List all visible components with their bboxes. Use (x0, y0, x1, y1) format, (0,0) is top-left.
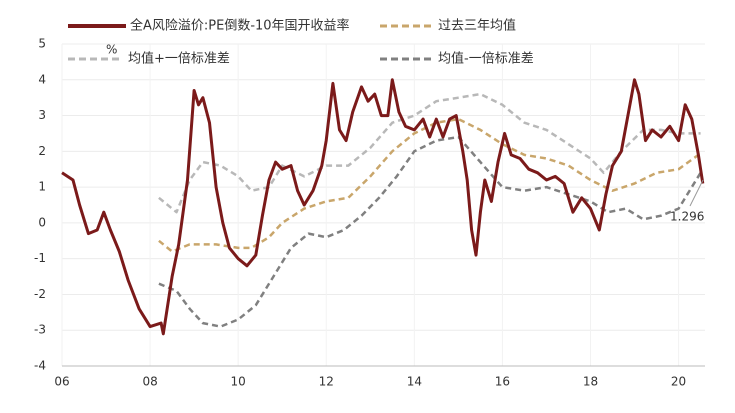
y-tick-label: -2 (34, 287, 46, 301)
legend-label: 全A风险溢价:PE倒数-10年国开收益率 (130, 18, 350, 34)
y-tick-label: 0 (38, 215, 46, 229)
legend: 全A风险溢价:PE倒数-10年国开收益率 过去三年均值 均值+一倍标准差 均值-… (68, 18, 534, 67)
y-tick-label: 5 (38, 37, 46, 51)
x-tick-label: 10 (231, 375, 246, 389)
x-tick-label: 18 (583, 375, 598, 389)
x-tick-label: 12 (319, 375, 334, 389)
legend-label: 均值-一倍标准差 (438, 51, 534, 67)
x-tick-label: 14 (407, 375, 422, 389)
y-tick-label: -1 (34, 251, 46, 265)
annotation: 1.296 (670, 210, 704, 224)
x-tick-label: 16 (495, 375, 510, 389)
annotation-leader (689, 179, 704, 207)
y-tick-label: 3 (38, 108, 46, 122)
x-tick-label: 08 (142, 375, 157, 389)
series-line (158, 92, 701, 214)
y-tick-label: 1 (38, 180, 46, 194)
y-unit: % (106, 43, 117, 57)
x-tick-label: 20 (671, 375, 686, 389)
legend-label: 均值+一倍标准差 (128, 51, 230, 67)
y-tick-label: 2 (38, 144, 46, 158)
y-tick-label: 4 (38, 72, 46, 86)
y-tick-label: -4 (34, 359, 46, 373)
series-line (61, 78, 705, 336)
series-line (158, 117, 700, 253)
x-tick-label: 06 (54, 375, 69, 389)
y-tick-label: -3 (34, 323, 46, 337)
legend-label: 过去三年均值 (438, 18, 516, 34)
series-line (158, 135, 702, 328)
